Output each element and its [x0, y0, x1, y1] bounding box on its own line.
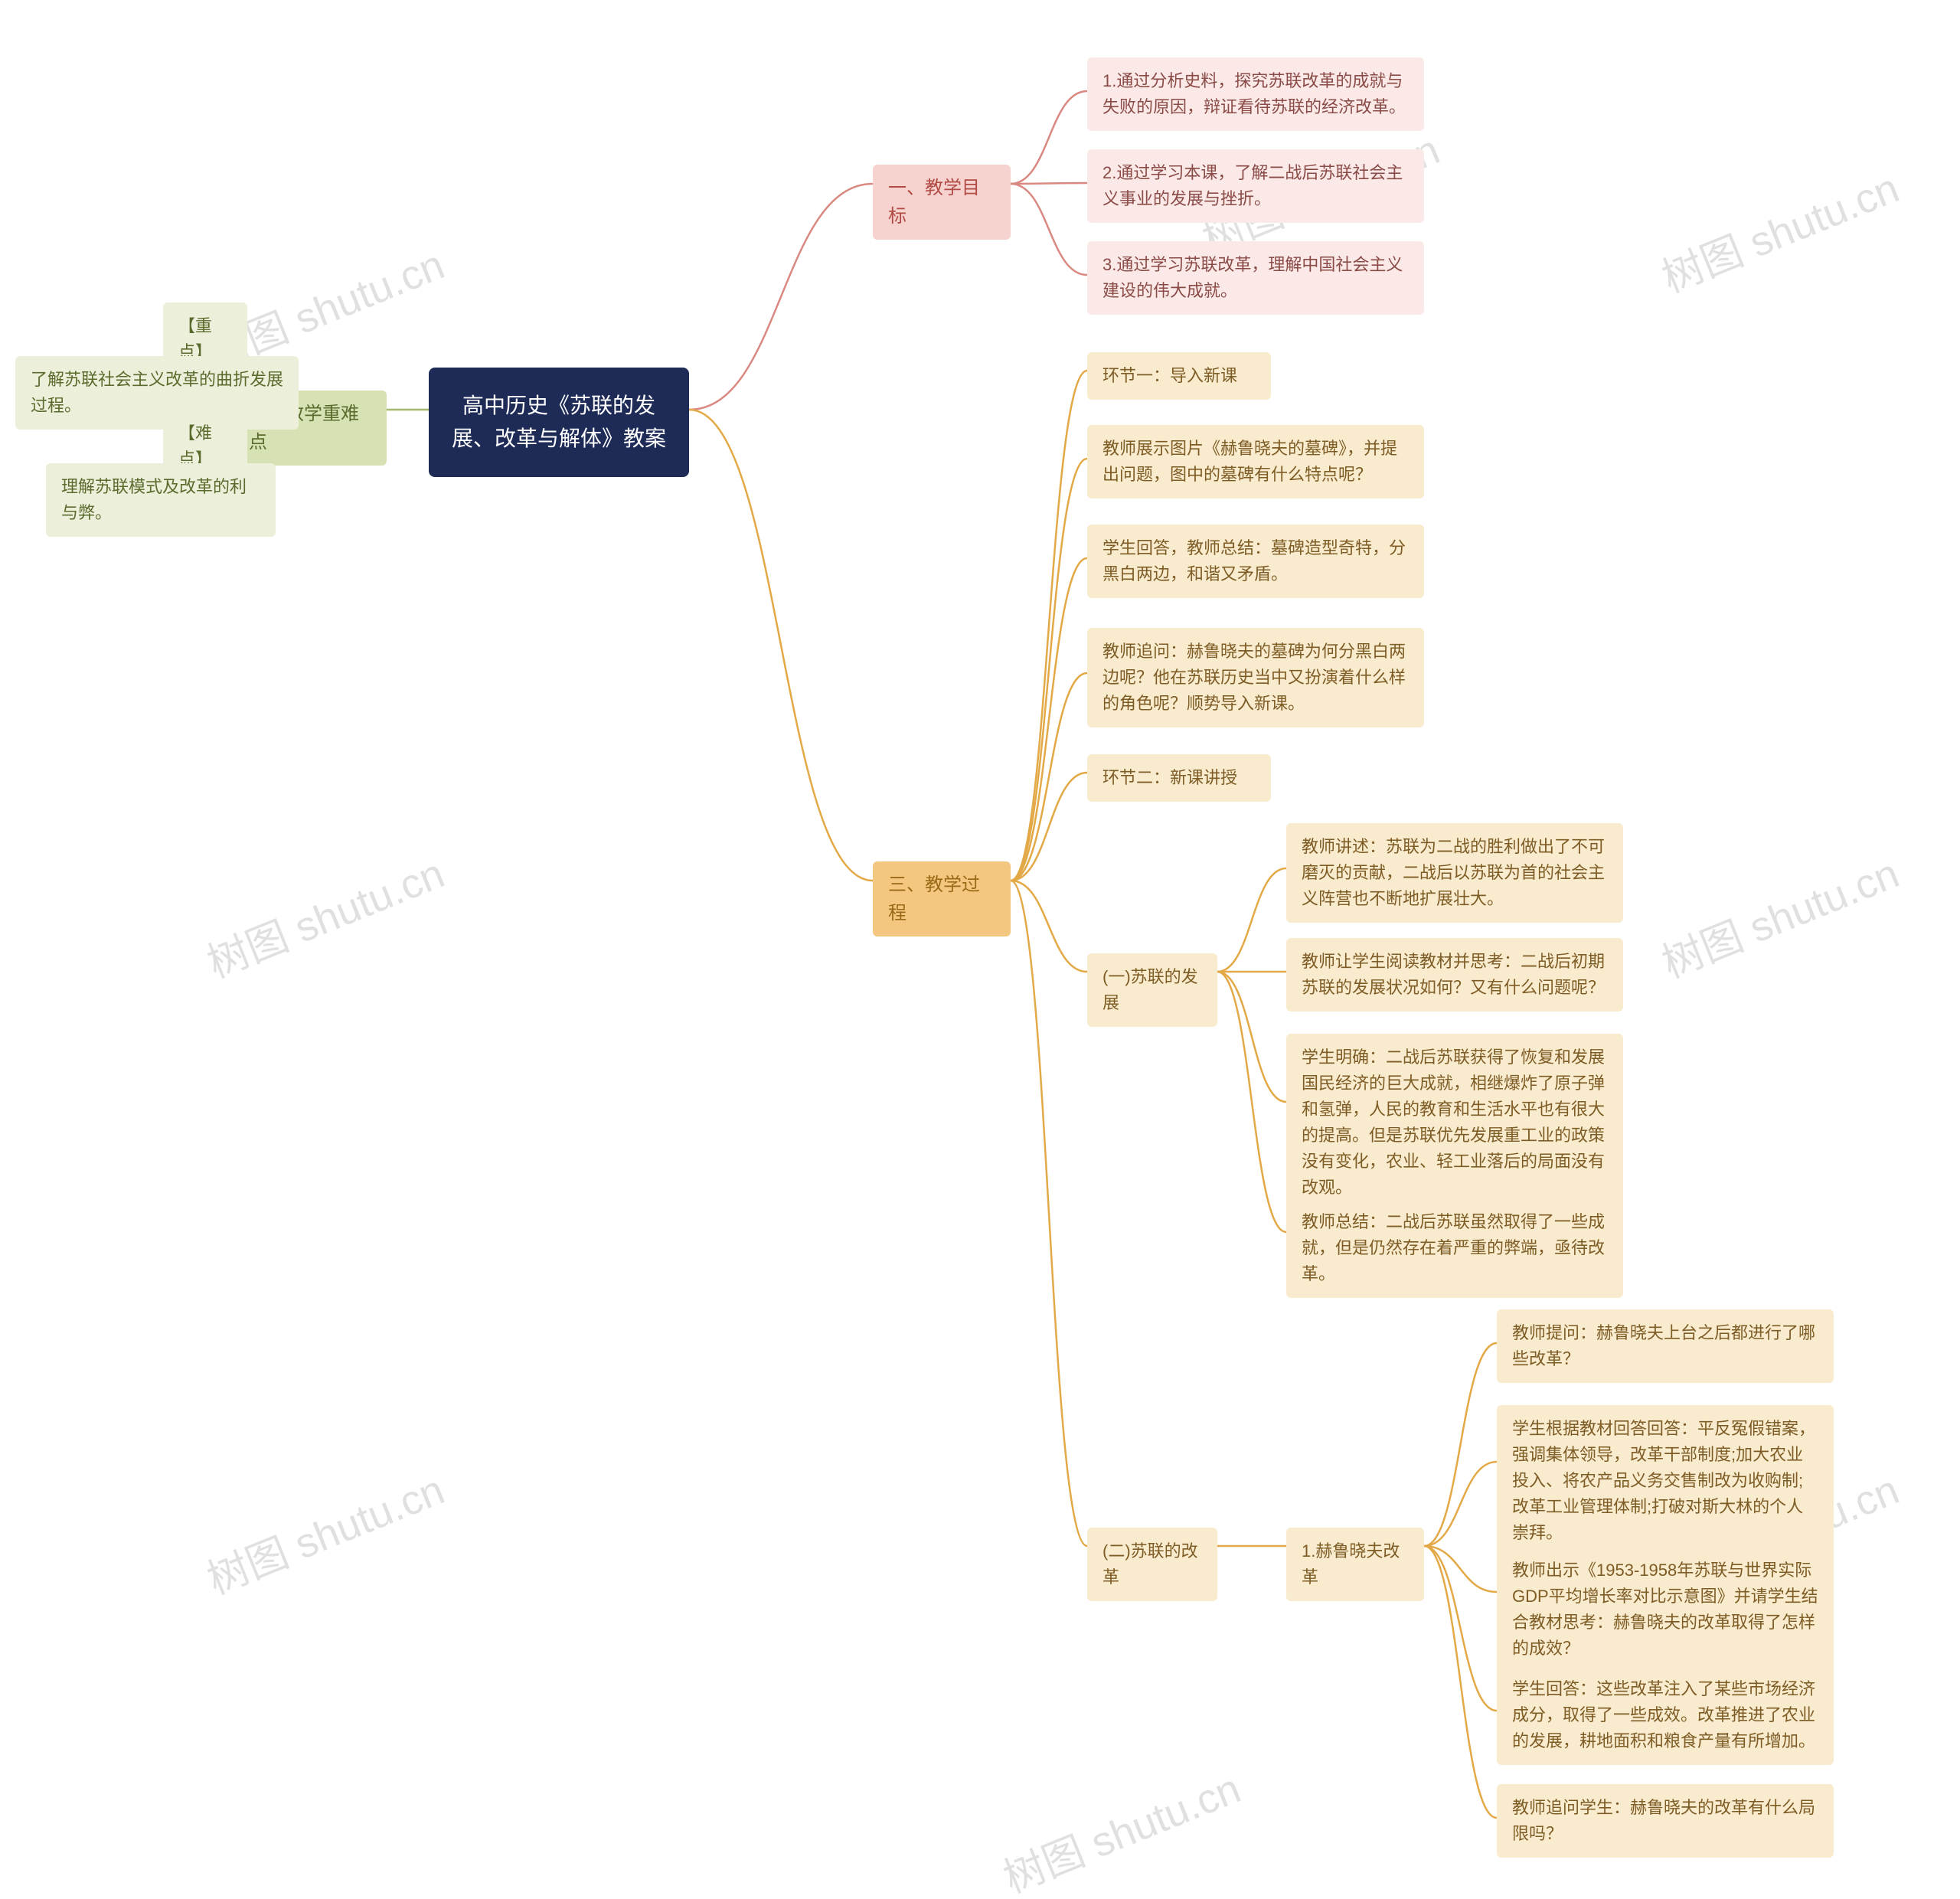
branch3-sec2-sub-label: 1.赫鲁晓夫改革	[1286, 1528, 1424, 1601]
branch3-intro-item: 环节二：新课讲授	[1087, 754, 1271, 802]
branch3-intro-item: 环节一：导入新课	[1087, 352, 1271, 400]
branch1-item: 3.通过学习苏联改革，理解中国社会主义建设的伟大成就。	[1087, 241, 1424, 315]
branch3-sec2-item: 教师出示《1953-1958年苏联与世界实际GDP平均增长率对比示意图》并请学生…	[1497, 1547, 1834, 1672]
watermark: 树图 shutu.cn	[993, 1755, 1248, 1899]
branch3-sec1-label: (一)苏联的发展	[1087, 953, 1217, 1027]
branch3-sec2-item: 教师追问学生：赫鲁晓夫的改革有什么局限吗？	[1497, 1784, 1834, 1858]
watermark: 树图 shutu.cn	[197, 840, 452, 990]
branch2-item: 了解苏联社会主义改革的曲折发展过程。	[15, 356, 299, 430]
root-node: 高中历史《苏联的发展、改革与解体》教案	[429, 368, 689, 477]
branch2-item: 理解苏联模式及改革的利与弊。	[46, 463, 276, 537]
branch3-sec2-item: 学生根据教材回答回答：平反冤假错案，强调集体领导，改革干部制度;加大农业投入、将…	[1497, 1405, 1834, 1557]
branch3-intro-item: 教师追问：赫鲁晓夫的墓碑为何分黑白两边呢？他在苏联历史当中又扮演着什么样的角色呢…	[1087, 628, 1424, 727]
branch1-item: 1.通过分析史料，探究苏联改革的成就与失败的原因，辩证看待苏联的经济改革。	[1087, 57, 1424, 131]
watermark: 树图 shutu.cn	[1651, 840, 1906, 990]
watermark: 树图 shutu.cn	[1651, 155, 1906, 305]
branch3-sec1-item: 学生明确：二战后苏联获得了恢复和发展国民经济的巨大成就，相继爆炸了原子弹和氢弹，…	[1286, 1034, 1623, 1212]
branch1-item: 2.通过学习本课，了解二战后苏联社会主义事业的发展与挫折。	[1087, 149, 1424, 223]
branch1-label: 一、教学目标	[873, 165, 1011, 240]
branch3-sec1-item: 教师让学生阅读教材并思考：二战后初期苏联的发展状况如何？又有什么问题呢？	[1286, 938, 1623, 1012]
branch3-sec1-item: 教师讲述：苏联为二战的胜利做出了不可磨灭的贡献，二战后以苏联为首的社会主义阵营也…	[1286, 823, 1623, 923]
branch3-intro-item: 教师展示图片《赫鲁晓夫的墓碑》，并提出问题，图中的墓碑有什么特点呢？	[1087, 425, 1424, 498]
branch3-intro-item: 学生回答，教师总结：墓碑造型奇特，分黑白两边，和谐又矛盾。	[1087, 525, 1424, 598]
branch3-sec1-item: 教师总结：二战后苏联虽然取得了一些成就，但是仍然存在着严重的弊端，亟待改革。	[1286, 1198, 1623, 1298]
branch3-label: 三、教学过程	[873, 861, 1011, 936]
watermark: 树图 shutu.cn	[197, 1456, 452, 1606]
branch3-sec2-item: 教师提问：赫鲁晓夫上台之后都进行了哪些改革？	[1497, 1309, 1834, 1383]
branch3-sec2-label: (二)苏联的改革	[1087, 1528, 1217, 1601]
branch3-sec2-item: 学生回答：这些改革注入了某些市场经济成分，取得了一些成效。改革推进了农业的发展，…	[1497, 1665, 1834, 1765]
